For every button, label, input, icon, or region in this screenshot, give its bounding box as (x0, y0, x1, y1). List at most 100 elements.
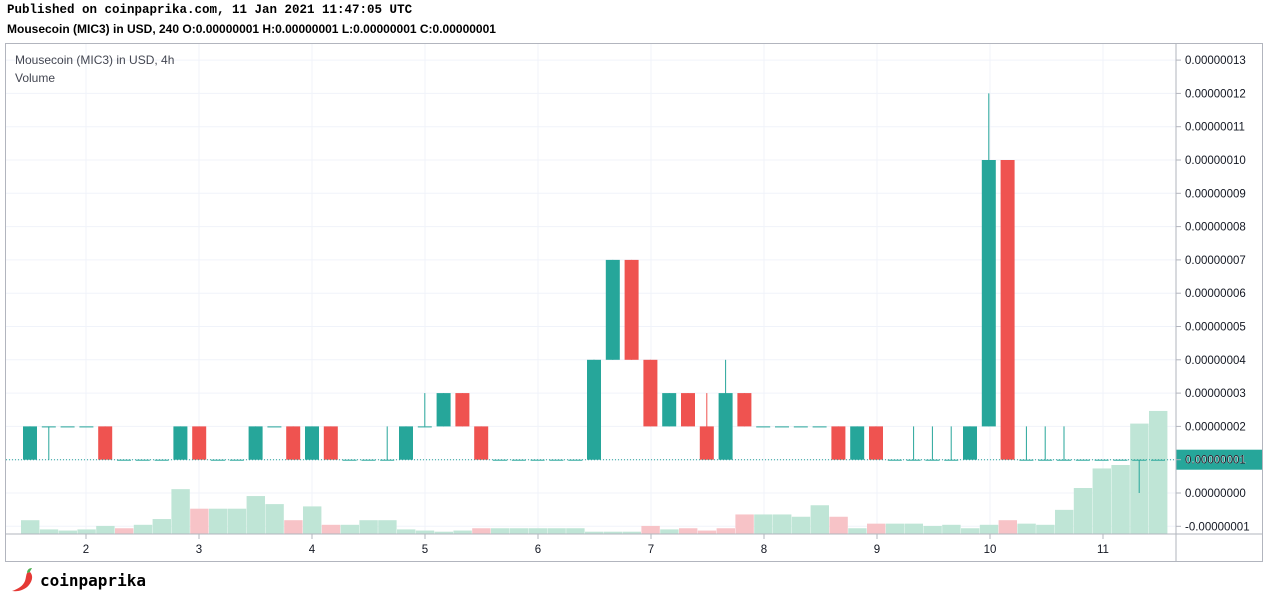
published-caption: Published on coinpaprika.com, 11 Jan 202… (7, 3, 413, 17)
candle-body (737, 393, 752, 427)
volume-bar (528, 528, 547, 534)
candle-body (493, 459, 507, 461)
x-tick-label: 10 (984, 544, 997, 556)
y-tick-label: -0.00000001 (1185, 521, 1250, 533)
volume-bar (829, 516, 848, 534)
chart-frame (5, 43, 1263, 562)
volume-bar (885, 523, 905, 534)
volume-bar (321, 524, 341, 534)
volume-bar (603, 531, 623, 534)
volume-bar (716, 528, 735, 534)
volume-bar (1149, 410, 1168, 534)
volume-bar (585, 531, 604, 534)
y-tick-label: 0.00000001 (1185, 455, 1246, 467)
volume-bar (1073, 488, 1093, 534)
volume-bar (453, 530, 472, 534)
volume-bar (58, 530, 77, 534)
volume-bar (378, 520, 397, 534)
candle-body (624, 259, 639, 360)
volume-bar (641, 525, 660, 534)
candle-body (342, 459, 357, 461)
volume-bar (21, 520, 40, 534)
volume-bar (1092, 468, 1111, 534)
volume-bar (77, 529, 96, 534)
volume-bar (961, 528, 980, 534)
y-tick-label: 0.00000010 (1185, 155, 1246, 167)
candle-body (1000, 160, 1015, 460)
candle-body (718, 393, 733, 460)
volume-bar (509, 528, 529, 534)
x-tick-label: 8 (761, 544, 767, 556)
candle-body (436, 393, 451, 427)
y-tick-label: 0.00000000 (1185, 488, 1246, 500)
y-tick-label: 0.00000004 (1185, 355, 1246, 367)
candle-body (981, 160, 996, 427)
volume-bar (284, 520, 303, 534)
y-tick-label: 0.00000011 (1185, 122, 1245, 134)
volume-bar (171, 489, 190, 534)
candle-body (60, 426, 75, 428)
candle-body (775, 426, 789, 428)
candle-body (192, 426, 207, 460)
candle-body (869, 426, 883, 460)
volume-bar (133, 524, 153, 534)
candle-body (474, 426, 489, 460)
candle-body (681, 393, 695, 427)
candle-body (812, 426, 827, 428)
volume-bar (434, 531, 453, 534)
x-tick-label: 9 (874, 544, 880, 556)
coinpaprika-logo[interactable]: coinpaprika (10, 566, 146, 594)
candle-body (1057, 459, 1071, 461)
volume-bar (679, 528, 698, 534)
axes: 0.00000013 0.00000012 0.00000011 0.00000010… (6, 44, 1262, 561)
volume-bar (246, 496, 265, 534)
volume-bar (1017, 523, 1036, 534)
candle-body (605, 259, 620, 360)
volume-bar (810, 505, 829, 534)
volume-bar (998, 520, 1017, 534)
x-tick-label: 6 (535, 544, 541, 556)
volume-bar (697, 530, 717, 534)
y-tick-label: 0.00000005 (1185, 322, 1246, 334)
volume-bar (115, 528, 134, 534)
y-tick-label: 0.00000013 (1185, 55, 1246, 67)
volume-bar (39, 529, 59, 534)
candle-body (699, 426, 714, 460)
x-tick-label: 5 (422, 544, 428, 556)
volume-bar (867, 523, 886, 534)
x-tick-label: 7 (648, 544, 654, 556)
y-tick-label: 0.00000012 (1185, 88, 1246, 100)
volume-bar (190, 508, 209, 534)
candle-body (1132, 459, 1147, 461)
x-tick-label: 3 (196, 544, 202, 556)
volume-bar (622, 531, 641, 534)
chart-legend-symbol: Mousecoin (MIC3) in USD, 4h (15, 53, 175, 67)
candle-body (41, 426, 56, 428)
volume-bar (1111, 465, 1130, 534)
candle-body (643, 359, 658, 427)
candle-body (568, 459, 583, 461)
candle-body (1113, 459, 1128, 461)
candle-body (286, 426, 301, 460)
volume-bar (1055, 509, 1074, 534)
candle-body (756, 426, 771, 428)
candle-body (173, 426, 188, 460)
volume-bar (265, 504, 284, 534)
volume-bar (660, 529, 679, 534)
volume-bar (791, 516, 811, 534)
candle-body (154, 459, 169, 461)
volume-bar (227, 508, 247, 534)
candles (23, 93, 1165, 493)
y-tick-label: 0.00000002 (1185, 421, 1246, 433)
volume-bar (773, 514, 792, 534)
last-price-badge (1176, 449, 1262, 470)
candle-body (662, 393, 677, 427)
candle-body (831, 426, 846, 460)
last-price-line: 0.00000001 (6, 449, 1262, 470)
y-tick-label: 0.00000007 (1185, 255, 1246, 267)
candle-body (455, 393, 470, 427)
candle-body (511, 459, 526, 461)
volume-bar (979, 524, 999, 534)
y-tick-label: 0.00000006 (1185, 288, 1246, 300)
